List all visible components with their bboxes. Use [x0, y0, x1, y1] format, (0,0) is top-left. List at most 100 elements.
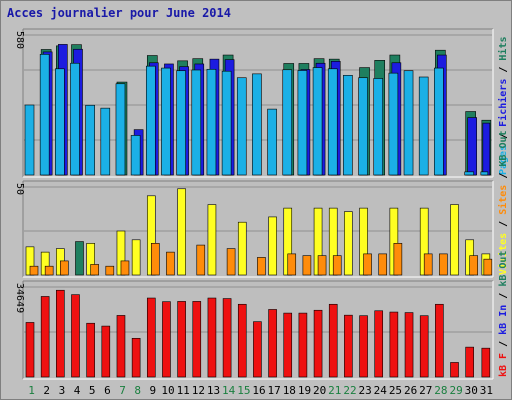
x-label-day-2: 2: [43, 384, 50, 397]
kbf-bar-day-13: [207, 297, 217, 378]
kbf-bar-day-6: [101, 325, 111, 378]
sites-bar-day-6: [105, 265, 115, 276]
sites-bar-day-21: [332, 255, 342, 276]
kbf-bar-day-16: [253, 321, 262, 378]
pages-bar-day-26: [403, 70, 414, 176]
pages-bar-day-2: [39, 54, 50, 176]
pages-bar-day-15: [236, 77, 247, 176]
kbf-bar-day-21: [328, 303, 338, 378]
kbf-bar-day-9: [146, 297, 156, 378]
kbf-bar-day-3: [56, 289, 65, 378]
visites-bar-day-13: [207, 204, 217, 276]
x-label-day-18: 18: [283, 384, 296, 397]
sites-bar-day-19: [302, 255, 312, 276]
x-label-day-22: 22: [343, 384, 356, 397]
pages-bar-day-21: [327, 68, 338, 176]
kb-panel-legend-sep-2: /: [498, 287, 509, 305]
pages-bar-day-31: [480, 171, 489, 176]
sites-bar-day-9: [150, 243, 160, 276]
x-label-day-13: 13: [207, 384, 220, 397]
kbf-bar-day-11: [177, 301, 186, 378]
visites-bar-day-22: [344, 211, 353, 276]
kbf-bar-day-31: [481, 347, 491, 378]
pages-bar-day-12: [191, 69, 202, 176]
pages-bar-day-27: [418, 76, 429, 176]
kb-panel-legend-sep-1: /: [498, 335, 509, 353]
pages-bar-day-8: [130, 135, 141, 176]
kbf-bar-day-2: [40, 296, 50, 378]
kbout-bar-day-4: [75, 241, 84, 276]
fichiers-bar-day-31: [482, 122, 491, 176]
visits-panel-legend-1: Sites: [497, 185, 509, 215]
x-label-day-7: 7: [119, 384, 126, 397]
pages-bar-day-13: [206, 68, 217, 176]
x-axis-labels: 1 2 3 4 5 6 7 8 9 10 11 12 13 14 15 16 17 18 19 20 21 22 23 24 2…: [28, 384, 493, 397]
pages-bar-day-4: [70, 62, 80, 176]
kbf-bar-day-10: [162, 301, 171, 378]
x-label-day-25: 25: [389, 384, 402, 397]
kbf-bar-day-28: [435, 303, 444, 378]
kbf-bar-day-25: [389, 311, 399, 378]
visits-panel-legend-0: Visites: [497, 233, 509, 275]
x-label-day-29: 29: [449, 384, 462, 397]
sites-bar-day-24: [378, 253, 388, 276]
pages-bar-day-22: [343, 75, 353, 176]
kb-panel-legend-text: kB F / kB In / kB Out: [498, 251, 509, 377]
hits-panel-legend: Pages / Fichiers / Hits: [497, 37, 509, 176]
x-label-day-11: 11: [177, 384, 190, 397]
pages-bar-day-25: [388, 72, 399, 176]
pages-bar-day-9: [145, 65, 156, 176]
kb-panel-legend-0: kB F: [498, 353, 509, 377]
x-label-day-17: 17: [268, 384, 281, 397]
kbf-bar-day-4: [71, 294, 80, 378]
kb-panel-legend-1: kB In: [498, 305, 509, 335]
x-label-day-26: 26: [404, 384, 417, 397]
x-label-day-20: 20: [313, 384, 326, 397]
sites-bar-day-7: [120, 260, 130, 276]
sites-bar-day-27: [423, 253, 433, 276]
sites-bar-day-25: [393, 243, 403, 276]
sites-bar-day-2: [44, 265, 54, 276]
kbf-bar-day-19: [298, 312, 308, 378]
x-label-day-23: 23: [359, 384, 372, 397]
pages-bar-day-30: [464, 171, 474, 176]
chart-title: Acces journalier pour June 2014: [7, 6, 231, 20]
hits-panel-legend-sep-2: /: [498, 61, 509, 79]
kbf-bar-day-27: [419, 315, 429, 378]
visites-bar-day-29: [450, 204, 459, 276]
kbf-bar-day-30: [465, 346, 474, 378]
hits-panel: 580 Pages / Fichiers / Hits: [14, 28, 509, 178]
kbf-bar-day-7: [116, 315, 126, 378]
kbf-bar-day-8: [131, 337, 141, 378]
hits-panel-legend-sep-1: /: [498, 127, 509, 145]
pages-bar-day-3: [55, 68, 65, 176]
kbf-bar-day-17: [268, 309, 277, 378]
x-label-day-28: 28: [434, 384, 447, 397]
sites-bar-day-10: [166, 251, 175, 276]
pages-bar-day-1: [24, 104, 35, 176]
kb-panel: 34649 kB F / kB In / kB Out: [14, 251, 509, 380]
kb-panel-ymax-label: 34649: [14, 283, 25, 313]
kbf-bar-day-1: [25, 322, 35, 378]
chart-panels: 580 Pages / Fichiers / Hits 50 Visites / Si…: [14, 28, 509, 380]
hits-panel-ymax-label: 580: [14, 31, 25, 49]
sites-bar-day-5: [90, 264, 99, 276]
pages-bar-day-11: [176, 70, 186, 176]
kbf-bar-day-22: [344, 314, 353, 378]
sites-bar-day-23: [363, 253, 372, 276]
kbf-bar-day-18: [283, 312, 293, 378]
x-label-day-24: 24: [374, 384, 388, 397]
visites-bar-day-11: [177, 188, 186, 276]
hits-panel-legend-2: Hits: [497, 37, 509, 61]
x-label-day-30: 30: [465, 384, 478, 397]
x-label-day-14: 14: [222, 384, 236, 397]
x-label-day-27: 27: [419, 384, 432, 397]
x-label-day-10: 10: [161, 384, 174, 397]
pages-bar-day-28: [434, 67, 444, 176]
kbf-bar-day-23: [359, 315, 368, 378]
sites-bar-day-3: [60, 260, 69, 276]
sites-bar-day-12: [196, 244, 206, 276]
sites-bar-day-1: [29, 265, 39, 276]
x-label-day-4: 4: [74, 384, 81, 397]
